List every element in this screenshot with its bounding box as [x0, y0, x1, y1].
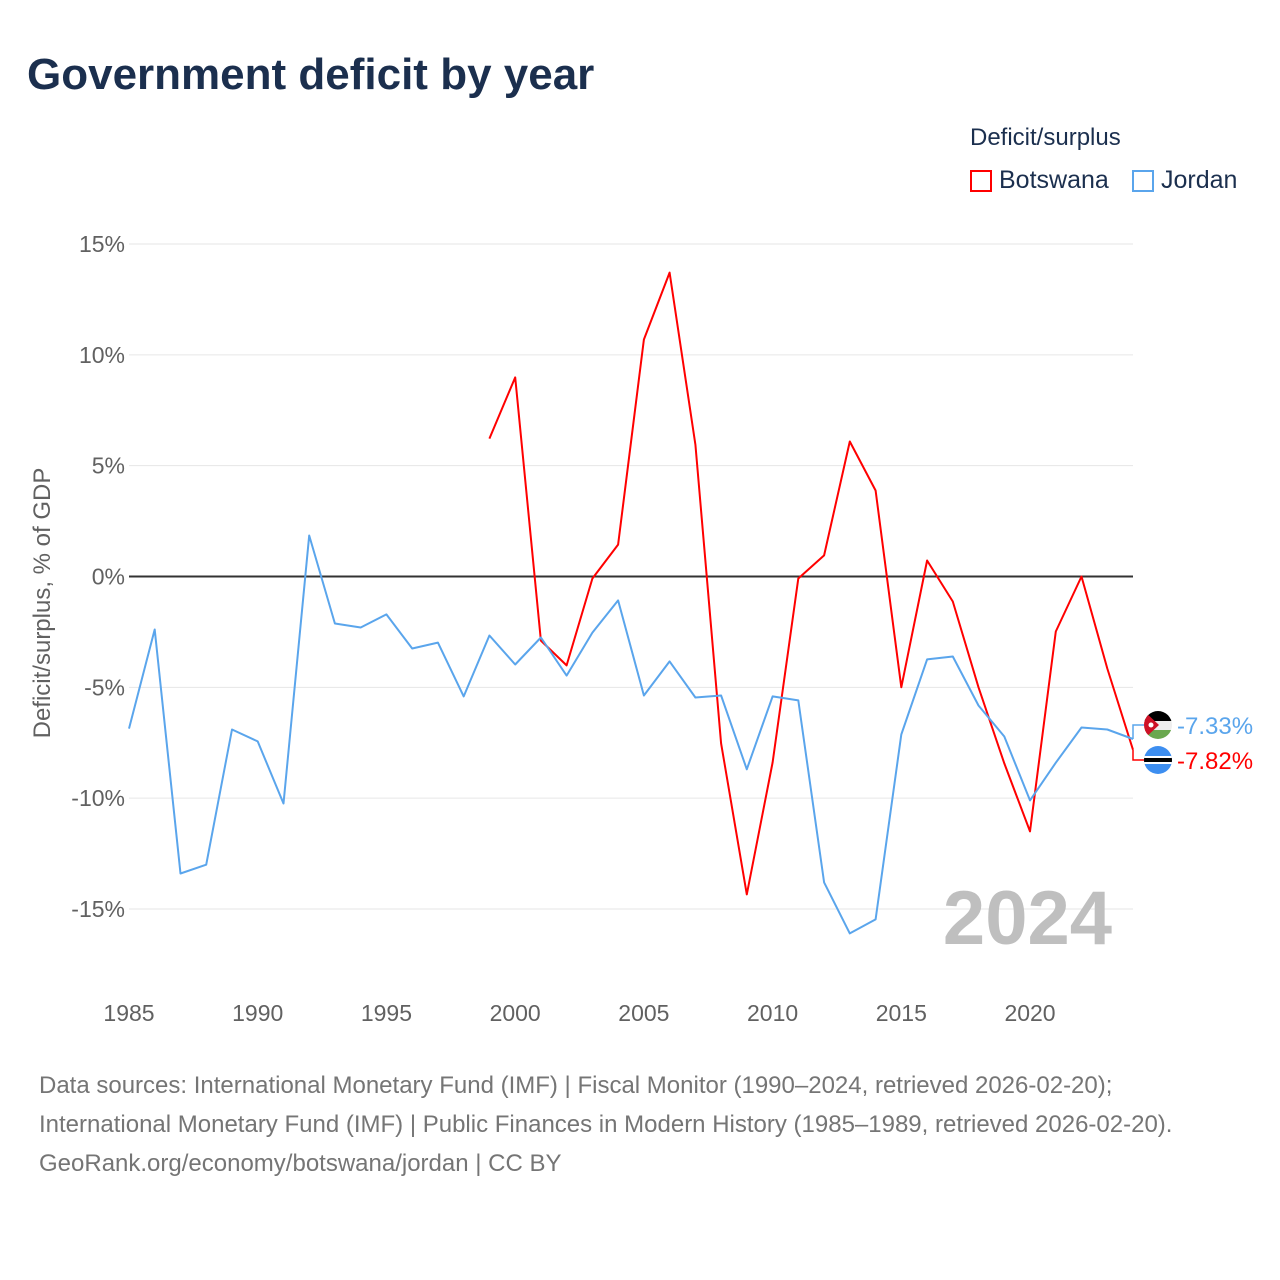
legend-swatch-jordan: [1132, 169, 1154, 192]
legend-item-jordan[interactable]: Jordan: [1132, 166, 1237, 195]
x-tick-label: 2010: [747, 1000, 798, 1026]
jordan-flag-icon: [1144, 711, 1172, 739]
end-label-botswana: -7.82%: [1177, 748, 1253, 775]
footer: Data sources: International Monetary Fun…: [39, 1066, 1239, 1183]
y-tick-label: -15%: [71, 896, 125, 922]
credit-link[interactable]: GeoRank.org/economy/botswana/jordan | CC…: [39, 1150, 562, 1177]
flag-body: [1144, 746, 1172, 774]
end-label-connector: [1132, 724, 1145, 739]
legend-swatch-botswana: [970, 169, 992, 192]
x-tick-label: 2000: [490, 1000, 541, 1026]
y-tick-label: -5%: [84, 674, 125, 700]
y-tick-label: 10%: [79, 342, 125, 368]
flag-stripe: [1144, 730, 1172, 739]
chart-plot: 15% 10% 5% 0% -5% -10% -15% 1985 1990 1995 2000 200…: [29, 231, 1253, 1026]
year-watermark: 2024: [943, 876, 1112, 961]
y-axis-label: Deficit/surplus, % of GDP: [29, 468, 56, 739]
data-sources: Data sources: International Monetary Fun…: [39, 1072, 1173, 1138]
end-label-connector: [1132, 749, 1145, 761]
flag-body: [1144, 711, 1172, 739]
flag-stripe: [1144, 758, 1172, 762]
y-tick-label: 5%: [92, 453, 125, 479]
x-tick-label: 2005: [618, 1000, 669, 1026]
x-tick-label: 2015: [876, 1000, 927, 1026]
y-tick-label: 15%: [79, 231, 125, 257]
series-line-jordan: [128, 534, 1134, 935]
flag-stripe: [1144, 711, 1172, 721]
x-tick-label: 1985: [103, 1000, 154, 1026]
x-tick-label: 1990: [232, 1000, 283, 1026]
chart-title: Government deficit by year: [27, 50, 595, 99]
series-line-botswana: [488, 271, 1134, 896]
legend-title: Deficit/surplus: [970, 124, 1121, 151]
x-tick-label: 1995: [361, 1000, 412, 1026]
legend-label-botswana: Botswana: [999, 166, 1109, 194]
legend-item-botswana[interactable]: Botswana: [970, 166, 1109, 195]
x-tick-label: 2020: [1004, 1000, 1055, 1026]
legend-label-jordan: Jordan: [1161, 166, 1238, 194]
end-label-jordan: -7.33%: [1177, 713, 1253, 740]
y-tick-label: -10%: [71, 785, 125, 811]
botswana-flag-icon: [1144, 746, 1172, 774]
y-tick-label: 0%: [92, 564, 125, 590]
flag-star: [1148, 722, 1154, 728]
